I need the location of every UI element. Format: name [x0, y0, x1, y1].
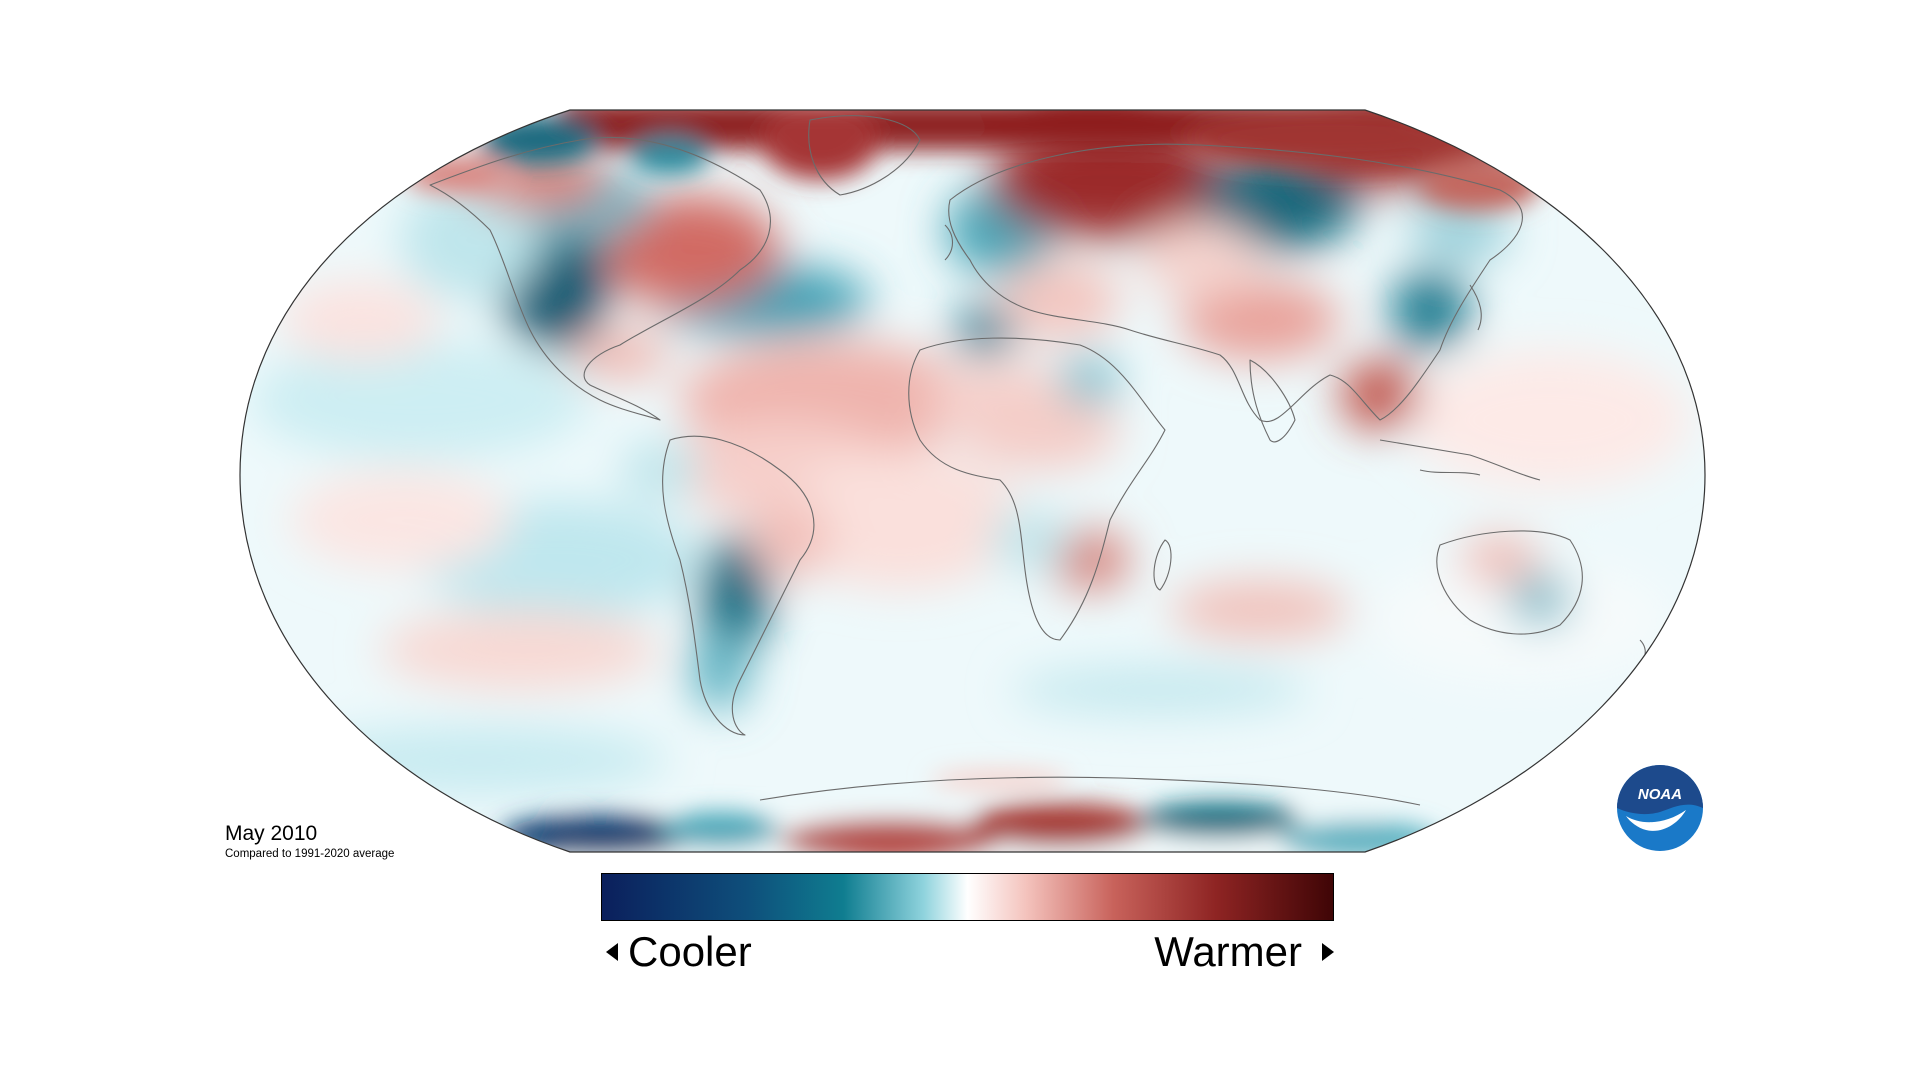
noaa-logo-text: NOAA [1638, 786, 1682, 803]
globe-outline [239, 109, 1706, 853]
warmer-text: Warmer [1154, 928, 1302, 975]
warmer-label: Warmer [1154, 928, 1334, 976]
color-scale-bar [601, 873, 1334, 921]
noaa-logo: NOAA [1617, 765, 1703, 851]
arrow-right-icon [1322, 943, 1334, 961]
anomaly-field [240, 110, 1705, 852]
arrow-left-icon [606, 943, 618, 961]
map-date: May 2010 [225, 822, 318, 845]
cooler-text: Cooler [628, 928, 752, 975]
baseline-note: Compared to 1991-2020 average [225, 848, 395, 860]
cooler-label: Cooler [606, 928, 752, 976]
coastlines [429, 115, 1646, 806]
